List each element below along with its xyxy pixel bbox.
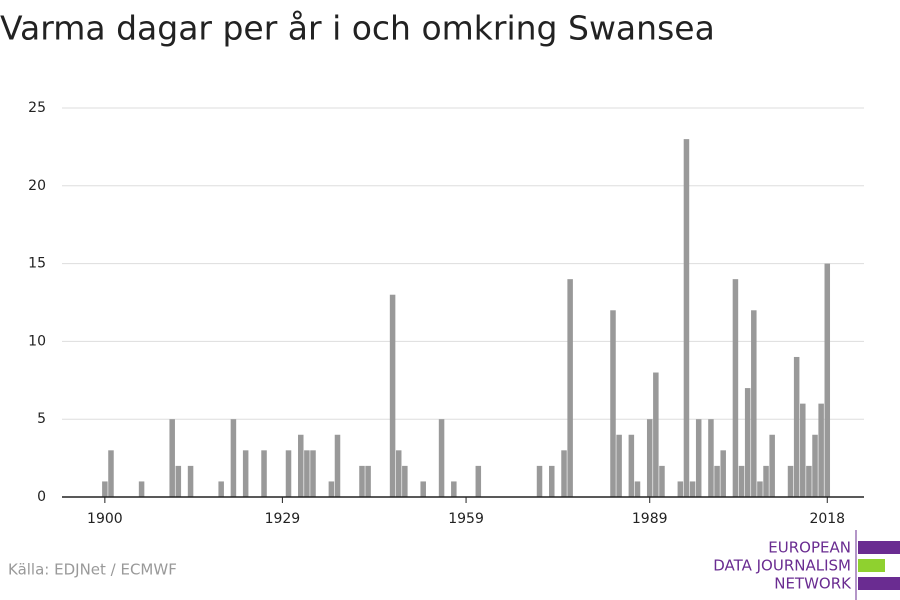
- bar: [402, 465, 408, 497]
- bar: [628, 434, 635, 497]
- logo-text: EUROPEAN: [768, 539, 851, 557]
- logo-text: NETWORK: [774, 575, 852, 593]
- bar: [328, 481, 335, 497]
- bar: [787, 465, 794, 497]
- bar: [757, 481, 763, 497]
- bar: [102, 481, 108, 497]
- bar: [365, 465, 371, 497]
- x-tick-label: 1989: [632, 511, 668, 527]
- bar: [175, 465, 182, 497]
- bar: [218, 481, 224, 497]
- bar: [751, 310, 757, 497]
- bar: [677, 481, 684, 497]
- bar: [169, 419, 175, 497]
- x-tick-label: 1929: [265, 511, 301, 527]
- bar: [536, 465, 543, 497]
- bar: [720, 450, 726, 497]
- bar: [108, 450, 114, 497]
- bar: [438, 419, 445, 497]
- bar: [285, 450, 292, 497]
- chart-title: Varma dagar per år i och omkring Swansea: [0, 9, 715, 48]
- y-tick-label: 15: [28, 256, 46, 272]
- bar: [298, 434, 304, 497]
- bar: [793, 356, 800, 497]
- bar: [763, 465, 769, 497]
- bar: [567, 279, 573, 497]
- source: Källa: EDJNet / ECMWF: [8, 561, 177, 579]
- bar: [561, 450, 567, 497]
- bar: [708, 419, 714, 497]
- x-tick-label: 1900: [87, 511, 123, 527]
- bar: [646, 419, 653, 497]
- y-tick-label: 10: [28, 333, 46, 349]
- bar: [359, 465, 365, 497]
- bar: [395, 450, 402, 497]
- bar: [653, 372, 659, 497]
- bar: [616, 434, 622, 497]
- y-tick-label: 20: [28, 178, 46, 194]
- bar: [310, 450, 316, 497]
- bar: [806, 465, 812, 497]
- y-tick-label: 0: [37, 489, 46, 505]
- bar: [738, 465, 745, 497]
- bar: [138, 481, 145, 497]
- bar: [769, 434, 775, 497]
- logo-bar: [858, 541, 900, 554]
- bar: [242, 450, 249, 497]
- bar: [451, 481, 457, 497]
- bar: [744, 388, 751, 497]
- bar: [420, 481, 426, 497]
- x-tick-label: 1959: [448, 511, 484, 527]
- bar: [334, 434, 341, 497]
- bar: [824, 263, 831, 497]
- bar: [230, 419, 237, 497]
- bar: [800, 403, 806, 497]
- bar: [689, 481, 696, 497]
- bar: [389, 294, 396, 497]
- y-tick-label: 25: [28, 100, 46, 116]
- bar: [812, 434, 818, 497]
- y-tick-label: 5: [37, 411, 46, 427]
- bar: [187, 465, 194, 497]
- bar: [304, 450, 310, 497]
- logo-text: DATA JOURNALISM: [713, 557, 851, 575]
- bar: [714, 465, 720, 497]
- bar: [695, 419, 702, 497]
- logo-bar: [858, 559, 885, 572]
- bar: [549, 465, 555, 497]
- logo-bar: [858, 577, 900, 590]
- bar: [732, 279, 739, 497]
- bar: [818, 403, 824, 497]
- bar: [475, 465, 482, 497]
- bar: [683, 139, 690, 497]
- bar: [659, 465, 665, 497]
- bar: [634, 481, 641, 497]
- bar: [261, 450, 267, 497]
- bar: [610, 310, 616, 497]
- x-tick-label: 2018: [809, 511, 845, 527]
